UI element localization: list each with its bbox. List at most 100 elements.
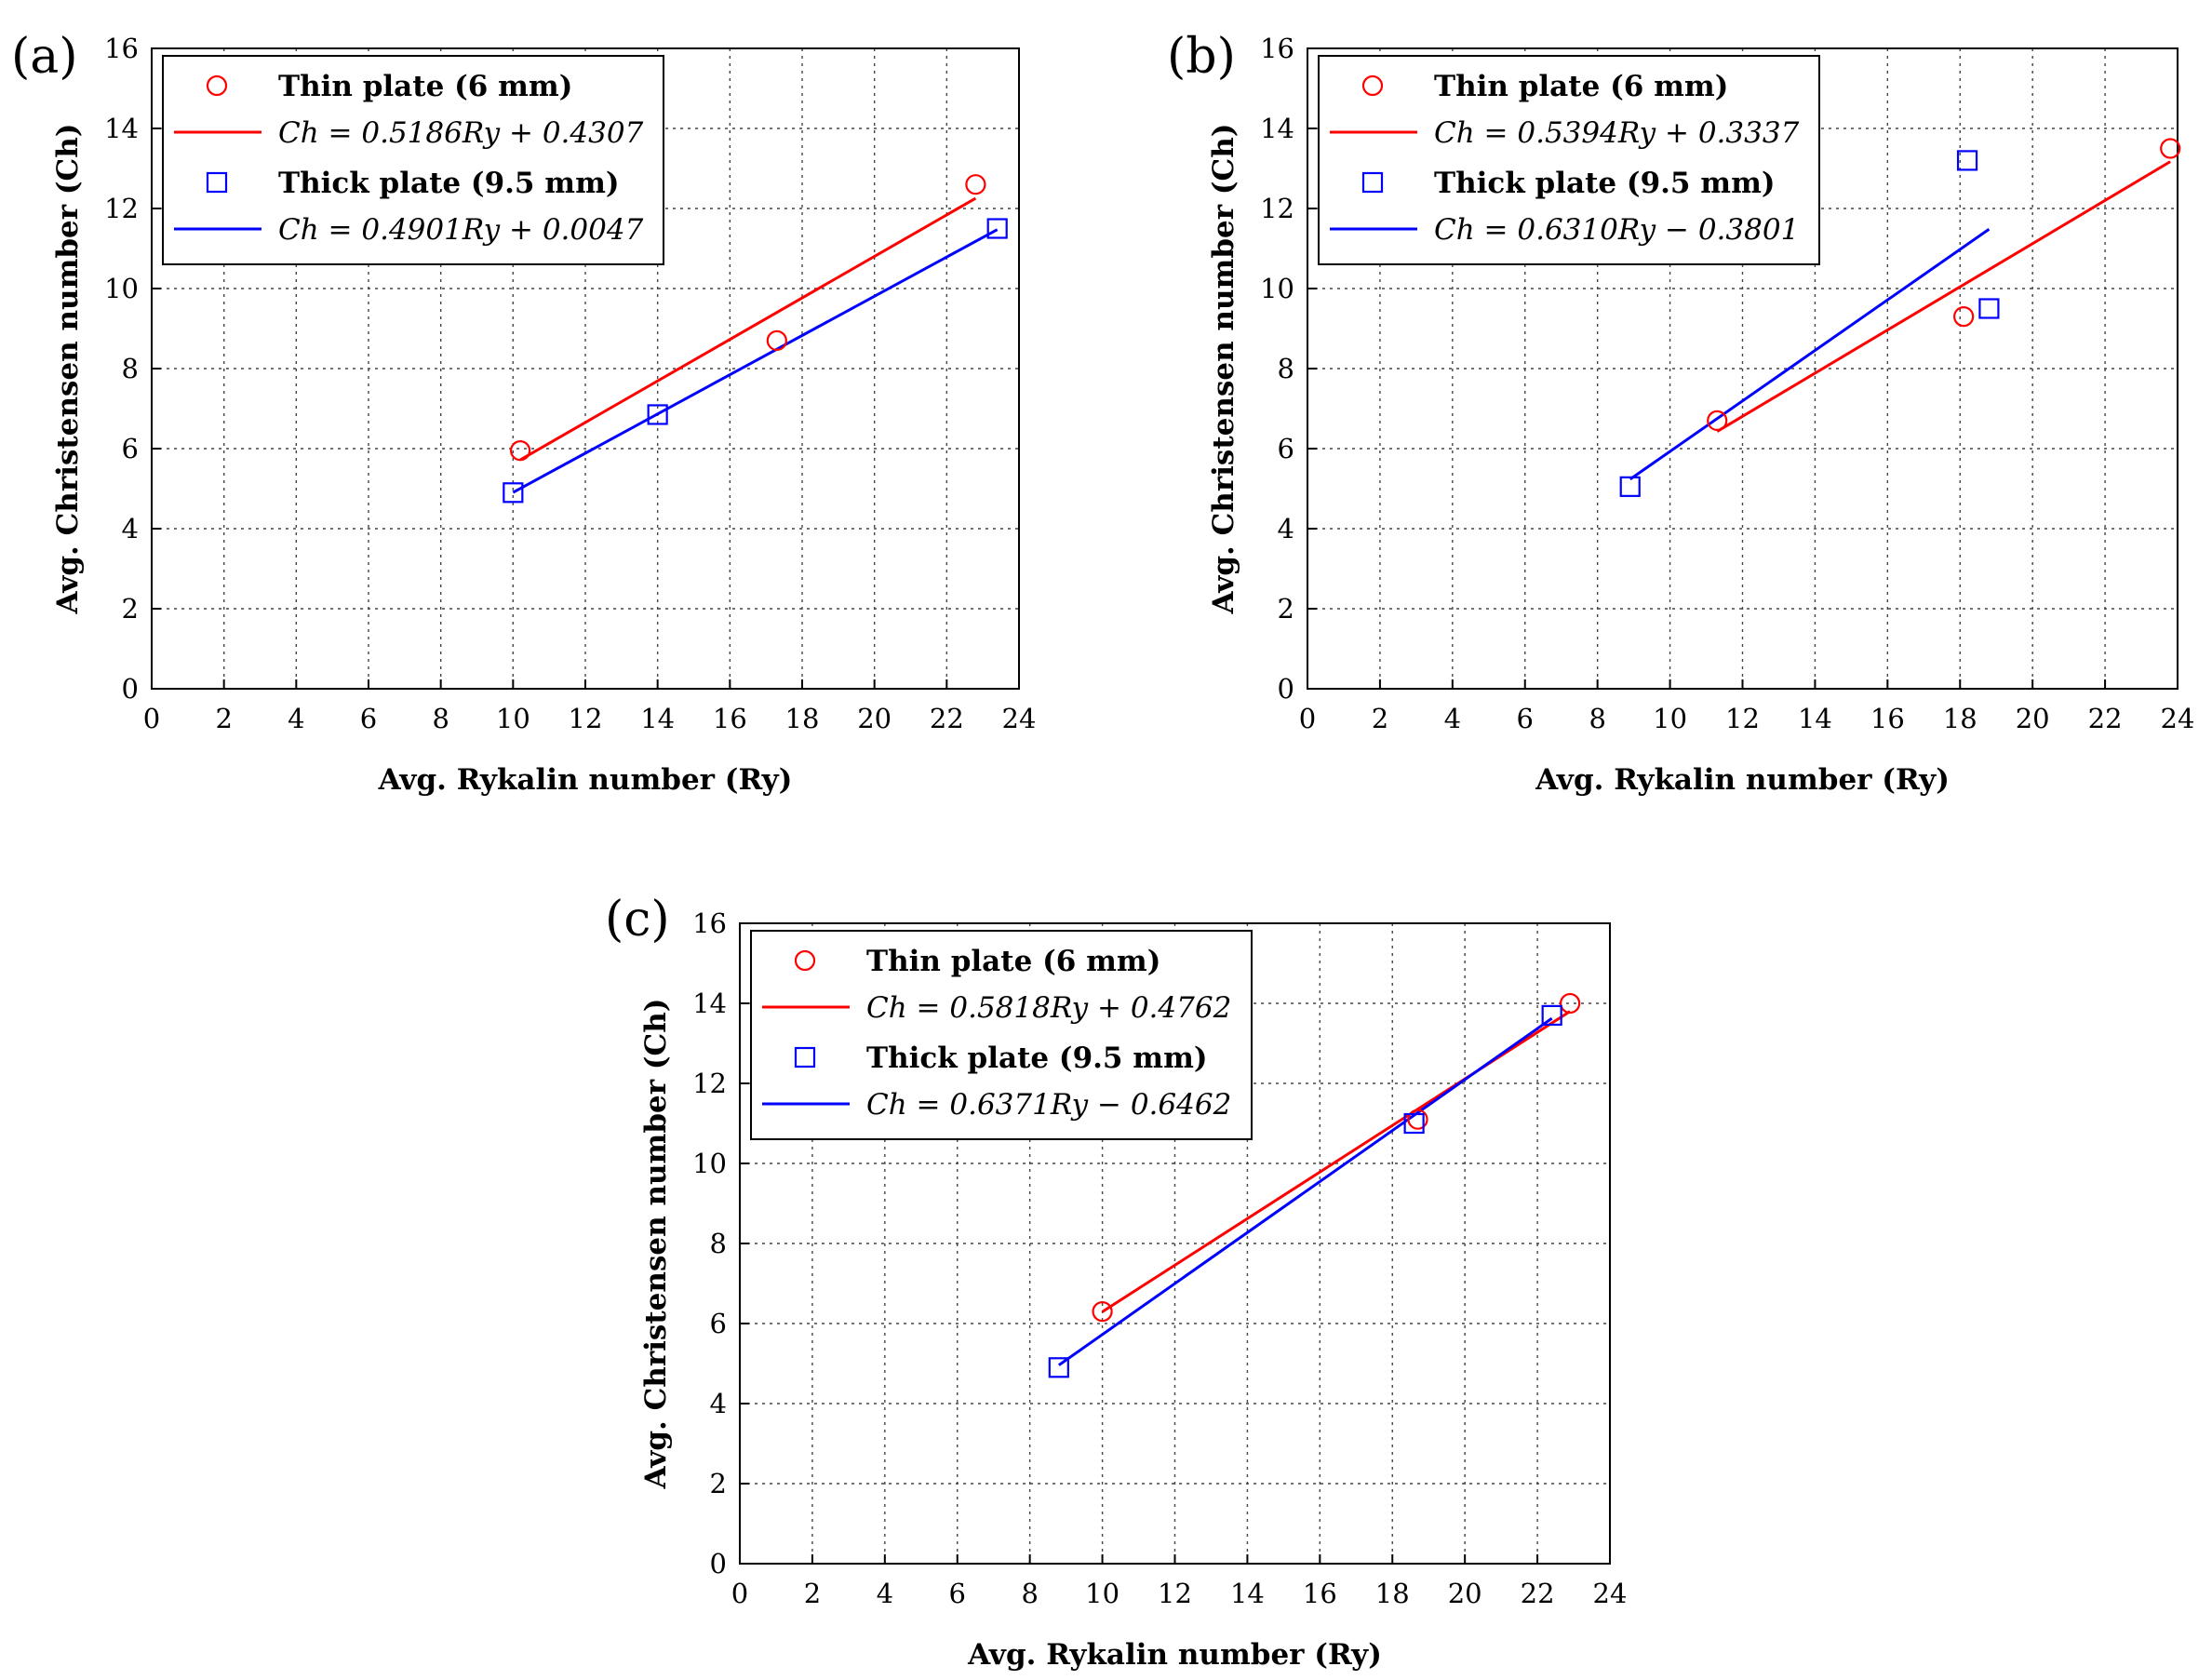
x-tick-label: 6 bbox=[360, 703, 377, 734]
legend-fit-equation: Ch = 0.6371Ry − 0.6462 bbox=[866, 1088, 1231, 1122]
x-tick-label: 2 bbox=[804, 1578, 821, 1609]
x-tick-label: 12 bbox=[569, 703, 603, 734]
y-tick-label: 10 bbox=[1260, 273, 1294, 304]
x-tick-label: 24 bbox=[2161, 703, 2195, 734]
x-tick-label: 20 bbox=[2016, 703, 2050, 734]
x-tick-label: 12 bbox=[1725, 703, 1760, 734]
legend-series-label: Thick plate (9.5 mm) bbox=[1434, 167, 1776, 200]
y-tick-label: 2 bbox=[1278, 593, 1294, 625]
data-point-circle bbox=[509, 440, 531, 462]
x-tick-label: 6 bbox=[1517, 703, 1534, 734]
y-tick-label: 14 bbox=[1260, 113, 1294, 144]
legend-fit-equation: Ch = 0.5818Ry + 0.4762 bbox=[866, 991, 1231, 1025]
y-axis-title: Avg. Christensen number (Ch) bbox=[1207, 124, 1240, 615]
y-tick-label: 16 bbox=[104, 33, 139, 64]
legend-marker-circle bbox=[794, 949, 816, 972]
data-point-circle bbox=[1560, 992, 1581, 1015]
chart-panel-1: (b)0 2 4 6 8 10 12 14 16 18 20 22 240246810121416Avg… bbox=[1167, 29, 2194, 797]
legend-marker-square bbox=[1361, 171, 1384, 194]
x-tick-label: 20 bbox=[1448, 1578, 1482, 1609]
legend-marker-square bbox=[206, 171, 228, 194]
legend-fit-equation: Ch = 0.6310Ry − 0.3801 bbox=[1434, 213, 1799, 247]
x-tick-label: 10 bbox=[1653, 703, 1687, 734]
x-tick-label: 2 bbox=[1372, 703, 1388, 734]
panel-label: (b) bbox=[1167, 29, 1236, 85]
chart-panel-2: (c)0 2 4 6 8 10 12 14 16 18 20 22 240246810121416Avg… bbox=[605, 892, 1627, 1672]
x-tick-label: 8 bbox=[1021, 1578, 1038, 1609]
y-tick-label: 6 bbox=[122, 433, 139, 464]
y-tick-label: 8 bbox=[122, 353, 139, 384]
x-tick-label: 16 bbox=[1303, 1578, 1337, 1609]
x-tick-label: 18 bbox=[785, 703, 820, 734]
legend-fit-equation: Ch = 0.4901Ry + 0.0047 bbox=[278, 213, 644, 247]
y-tick-label: 10 bbox=[104, 273, 139, 304]
x-tick-label: 14 bbox=[1230, 1578, 1265, 1609]
data-point-circle bbox=[2160, 138, 2181, 159]
legend-fit-equation: Ch = 0.5394Ry + 0.3337 bbox=[1434, 116, 1800, 150]
y-tick-label: 0 bbox=[122, 673, 139, 705]
y-tick-label: 14 bbox=[692, 988, 727, 1019]
y-tick-label: 0 bbox=[1278, 673, 1294, 705]
data-point-square bbox=[647, 404, 668, 425]
x-tick-label: 8 bbox=[432, 703, 449, 734]
y-tick-label: 14 bbox=[104, 113, 139, 144]
legend-marker-square bbox=[794, 1046, 816, 1068]
x-tick-label: 10 bbox=[1085, 1578, 1119, 1609]
data-point-circle bbox=[1953, 306, 1975, 328]
data-point-square bbox=[1619, 476, 1641, 497]
x-tick-label: 24 bbox=[1002, 703, 1037, 734]
y-tick-label: 6 bbox=[710, 1308, 727, 1339]
y-tick-label: 12 bbox=[1260, 193, 1294, 224]
panel-label: (c) bbox=[605, 892, 670, 948]
y-tick-label: 10 bbox=[692, 1148, 727, 1179]
y-axis-title: Avg. Christensen number (Ch) bbox=[639, 999, 673, 1490]
y-tick-label: 2 bbox=[122, 593, 139, 625]
x-tick-label: 2 bbox=[215, 703, 232, 734]
y-tick-label: 4 bbox=[710, 1388, 727, 1419]
x-tick-label: 20 bbox=[857, 703, 892, 734]
data-point-square bbox=[1403, 1112, 1425, 1135]
fit-line-0 bbox=[519, 196, 977, 462]
x-tick-label: 4 bbox=[288, 703, 304, 734]
x-axis-title: Avg. Rykalin number (Ry) bbox=[378, 763, 793, 797]
x-tick-label: 22 bbox=[2088, 703, 2123, 734]
legend-marker-circle bbox=[206, 74, 228, 97]
x-tick-label: 22 bbox=[930, 703, 964, 734]
x-tick-label: 4 bbox=[1444, 703, 1461, 734]
legend-series-label: Thin plate (6 mm) bbox=[278, 70, 572, 103]
data-point-circle bbox=[1092, 1300, 1113, 1323]
y-tick-label: 4 bbox=[122, 513, 139, 544]
data-point-square bbox=[986, 218, 1008, 239]
x-tick-label: 10 bbox=[496, 703, 530, 734]
y-tick-label: 8 bbox=[710, 1228, 727, 1259]
y-tick-label: 16 bbox=[692, 907, 727, 939]
x-tick-label: 6 bbox=[949, 1578, 966, 1609]
x-tick-label: 4 bbox=[877, 1578, 893, 1609]
data-point-square bbox=[1956, 150, 1978, 171]
x-tick-label: 16 bbox=[713, 703, 747, 734]
x-tick-label: 0 bbox=[143, 703, 160, 734]
data-point-circle bbox=[965, 174, 986, 195]
x-tick-label: 16 bbox=[1870, 703, 1905, 734]
fit-line-0 bbox=[1716, 160, 2171, 433]
y-tick-label: 6 bbox=[1278, 433, 1294, 464]
data-point-square bbox=[1978, 298, 2000, 319]
x-tick-label: 22 bbox=[1521, 1578, 1555, 1609]
x-tick-label: 0 bbox=[1299, 703, 1316, 734]
x-tick-label: 18 bbox=[1943, 703, 1977, 734]
y-tick-label: 12 bbox=[104, 193, 139, 224]
x-tick-label: 14 bbox=[1798, 703, 1832, 734]
panel-label: (a) bbox=[11, 29, 78, 85]
x-axis-title: Avg. Rykalin number (Ry) bbox=[1535, 763, 1950, 797]
x-tick-label: 18 bbox=[1375, 1578, 1410, 1609]
x-tick-label: 12 bbox=[1158, 1578, 1192, 1609]
x-tick-label: 8 bbox=[1589, 703, 1605, 734]
y-tick-label: 12 bbox=[692, 1068, 727, 1099]
y-tick-label: 0 bbox=[710, 1548, 727, 1579]
legend-marker-circle bbox=[1361, 74, 1384, 97]
y-tick-label: 2 bbox=[710, 1468, 727, 1499]
legend-series-label: Thick plate (9.5 mm) bbox=[278, 167, 620, 200]
data-point-circle bbox=[1407, 1109, 1428, 1130]
data-point-circle bbox=[1707, 410, 1728, 431]
